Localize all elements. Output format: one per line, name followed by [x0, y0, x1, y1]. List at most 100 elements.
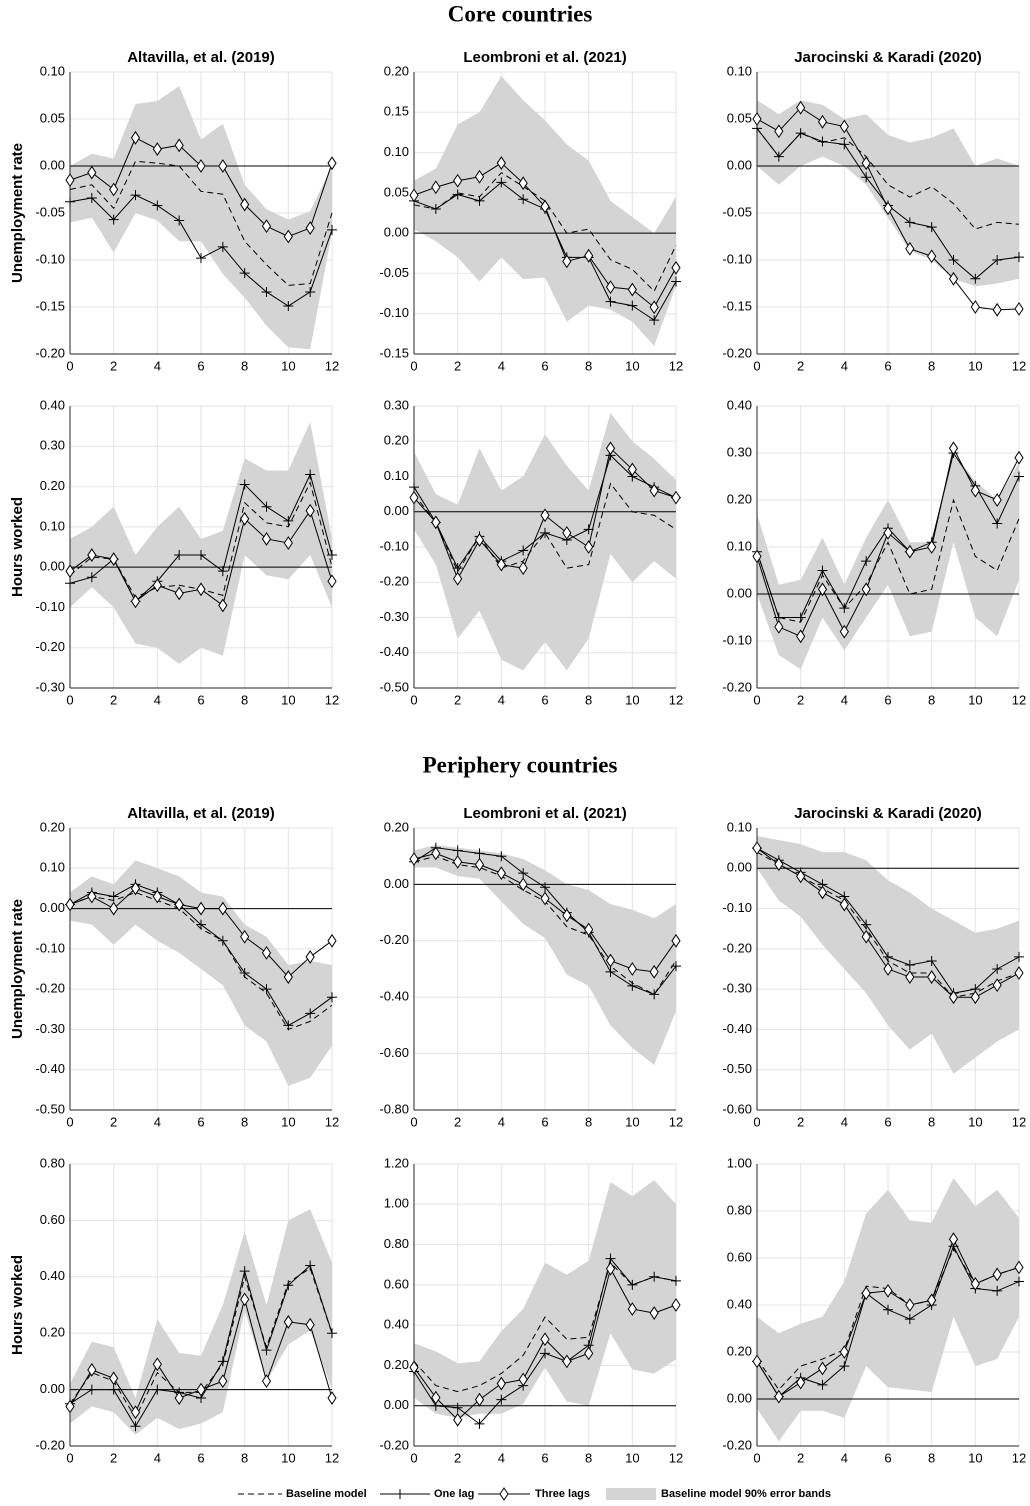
- marker: [861, 929, 871, 944]
- y-tick-label: -0.60: [722, 1101, 752, 1116]
- marker: [65, 1399, 75, 1414]
- marker: [518, 176, 528, 191]
- marker: [774, 619, 784, 634]
- y-tick-label: -0.20: [722, 940, 752, 955]
- y-tick-label: 0.10: [727, 63, 752, 78]
- marker: [217, 566, 228, 577]
- column-title: Jarocinski & Karadi (2020): [794, 49, 982, 66]
- marker: [752, 841, 762, 856]
- marker: [409, 852, 419, 866]
- marker: [261, 945, 272, 960]
- y-tick-label: 0.00: [40, 1381, 65, 1396]
- marker: [904, 959, 915, 970]
- legend-label: One lag: [434, 1488, 474, 1500]
- marker: [240, 929, 250, 944]
- y-tick-label: 0.20: [384, 433, 409, 448]
- marker: [283, 1280, 294, 1291]
- marker: [518, 545, 529, 556]
- marker: [261, 501, 272, 512]
- y-tick-label: 0.20: [40, 819, 65, 834]
- marker: [605, 441, 616, 456]
- x-tick-label: 4: [154, 1450, 161, 1465]
- marker: [671, 1298, 681, 1312]
- y-tick-label: -0.30: [722, 981, 752, 996]
- y-tick-label: 0.00: [384, 876, 409, 891]
- y-tick-label: -0.15: [35, 298, 65, 313]
- y-tick-label: 0.20: [40, 478, 65, 493]
- marker: [108, 214, 119, 225]
- marker: [1014, 966, 1024, 980]
- y-tick-label: -0.20: [722, 679, 752, 694]
- marker: [992, 964, 1003, 974]
- x-tick-label: 10: [625, 692, 639, 707]
- marker: [261, 286, 272, 297]
- y-tick-label: 0.20: [384, 1357, 409, 1372]
- marker: [1014, 301, 1024, 316]
- x-tick-label: 12: [669, 1450, 683, 1465]
- marker: [839, 139, 850, 150]
- marker: [1014, 1276, 1024, 1287]
- x-tick-label: 8: [585, 692, 592, 707]
- marker: [87, 889, 97, 904]
- column-title: Leombroni et al. (2021): [463, 49, 626, 66]
- marker: [1014, 951, 1024, 962]
- marker: [948, 271, 959, 286]
- y-tick-label: 0.00: [727, 157, 752, 172]
- marker: [970, 990, 980, 1005]
- x-tick-label: 10: [281, 692, 295, 707]
- y-tick-label: -0.50: [35, 1101, 65, 1116]
- marker: [196, 253, 206, 264]
- y-tick-label: 0.15: [384, 104, 409, 119]
- marker: [474, 533, 485, 547]
- marker: [217, 241, 228, 252]
- marker: [452, 189, 463, 200]
- marker: [239, 268, 250, 279]
- y-tick-label: -0.20: [379, 932, 409, 947]
- marker: [948, 1232, 959, 1247]
- x-tick-label: 4: [841, 1114, 848, 1129]
- marker: [152, 200, 163, 211]
- marker: [283, 970, 293, 984]
- x-tick-label: 10: [281, 1114, 295, 1129]
- y-tick-label: -0.20: [35, 981, 65, 996]
- marker: [839, 119, 849, 134]
- x-tick-label: 12: [669, 692, 683, 707]
- marker: [752, 112, 762, 126]
- legend-label: Baseline model: [286, 1488, 367, 1500]
- y-tick-label: 0.20: [727, 491, 752, 506]
- marker: [948, 990, 959, 1005]
- x-tick-label: 2: [454, 1450, 461, 1465]
- y-tick-label: 0.60: [40, 1212, 65, 1227]
- error-band: [70, 86, 332, 350]
- marker: [65, 173, 75, 188]
- marker: [130, 190, 141, 201]
- series-line: [413, 1261, 677, 1393]
- y-tick-label: -0.10: [35, 251, 65, 266]
- x-tick-label: 12: [1012, 1114, 1026, 1129]
- marker: [409, 188, 419, 203]
- marker: [649, 989, 660, 1000]
- marker: [452, 563, 463, 574]
- x-tick-label: 6: [884, 1450, 891, 1465]
- marker: [109, 1371, 119, 1386]
- x-tick-label: 8: [928, 358, 935, 373]
- x-tick-label: 10: [968, 358, 982, 373]
- x-tick-label: 10: [625, 358, 639, 373]
- x-tick-label: 4: [154, 692, 161, 707]
- legend-label: Baseline model 90% error bands: [661, 1488, 831, 1500]
- x-tick-label: 0: [66, 1114, 73, 1129]
- marker: [992, 302, 1002, 317]
- marker: [86, 572, 97, 583]
- marker: [627, 462, 637, 477]
- marker: [795, 128, 806, 139]
- y-tick-label: 0.20: [384, 819, 409, 834]
- marker: [305, 1317, 315, 1332]
- y-tick-label: 0.00: [727, 1390, 752, 1405]
- marker: [174, 550, 185, 561]
- x-tick-label: 2: [110, 1450, 117, 1465]
- marker: [218, 159, 228, 173]
- y-tick-label: -0.10: [722, 251, 752, 266]
- marker: [839, 1345, 849, 1359]
- marker: [496, 177, 507, 188]
- x-tick-label: 6: [541, 1450, 548, 1465]
